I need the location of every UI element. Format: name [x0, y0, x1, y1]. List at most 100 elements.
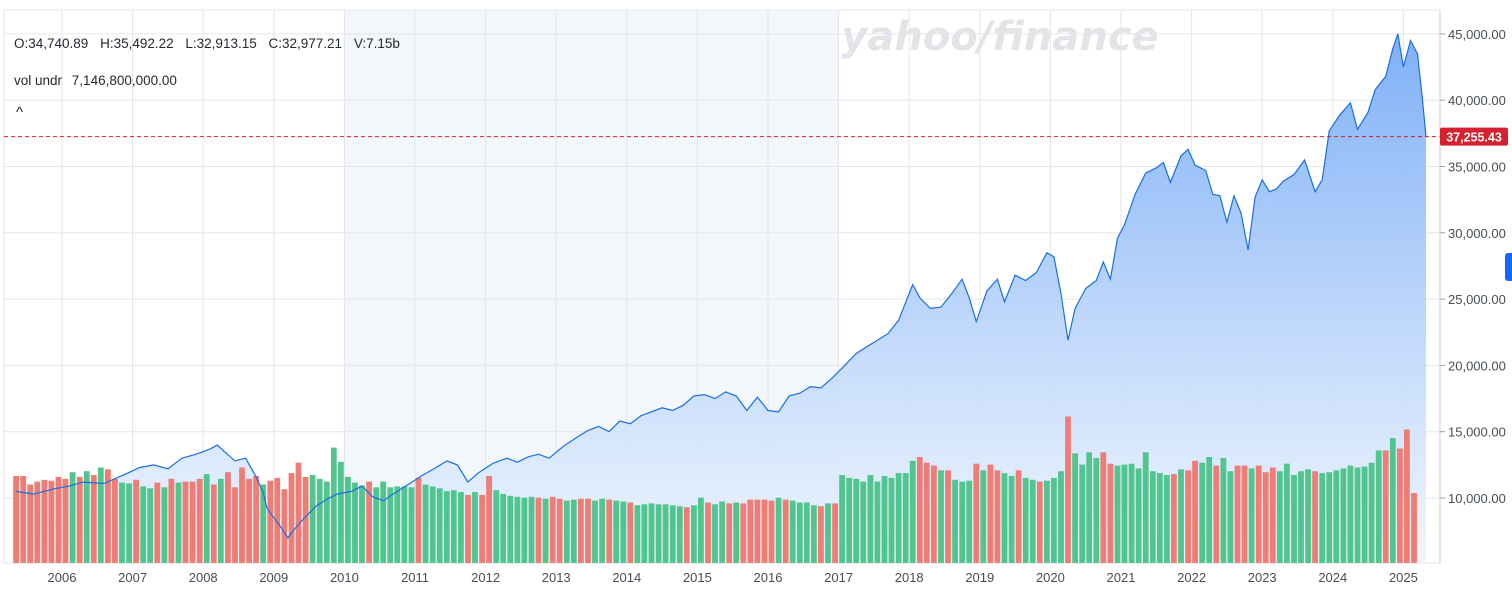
volume-bar — [210, 484, 217, 563]
volume-bar — [359, 485, 365, 563]
volume-bar — [493, 490, 500, 563]
volume-bar — [881, 476, 888, 563]
volume-bar — [1312, 471, 1318, 563]
x-tick-label: 2017 — [824, 570, 853, 585]
volume-bar — [62, 478, 69, 563]
x-tick-label: 2025 — [1389, 570, 1418, 585]
volume-bar — [119, 482, 125, 563]
volume-bar — [634, 505, 641, 563]
volume-bar — [253, 476, 259, 563]
volume-bar — [1044, 480, 1050, 563]
y-tick-label: 20,000.00 — [1448, 358, 1506, 373]
volume-bar — [1156, 473, 1163, 563]
volume-bar — [48, 480, 55, 563]
volume-bar — [740, 503, 747, 563]
volume-bar — [775, 497, 782, 563]
volume-bar — [295, 462, 302, 563]
volume-bar — [1319, 473, 1326, 563]
volume-bar — [1065, 416, 1071, 563]
volume-bar — [980, 470, 987, 563]
volume-bar — [500, 493, 507, 563]
volume-bar — [1029, 479, 1036, 563]
volume-bar — [408, 487, 415, 563]
volume-bar — [472, 492, 478, 563]
volume-bar — [620, 501, 627, 563]
volume-bar — [676, 506, 683, 563]
x-tick-label: 2018 — [895, 570, 924, 585]
volume-bar — [323, 481, 330, 563]
volume-bar — [415, 477, 422, 563]
volume-bar — [246, 478, 252, 563]
volume-bar — [570, 499, 577, 563]
volume-bar — [662, 504, 669, 563]
volume-bar — [641, 504, 648, 563]
volume-bar — [147, 488, 154, 563]
volume-bar — [669, 505, 676, 563]
volume-bar — [309, 475, 316, 563]
volume-bar — [41, 479, 48, 563]
volume-bar — [1382, 450, 1389, 563]
volume-bar — [69, 472, 76, 563]
volume-bar — [931, 465, 937, 563]
volume-bar — [352, 482, 358, 563]
volume-bar — [853, 478, 860, 563]
volume-bar — [627, 502, 634, 563]
volume-bar — [1227, 471, 1234, 563]
x-tick-label: 2008 — [189, 570, 218, 585]
expand-panel-tab[interactable] — [1505, 253, 1512, 281]
current-price-label: 37,255.43 — [1446, 131, 1502, 145]
volume-bar — [1185, 470, 1191, 563]
volume-bar — [479, 494, 485, 563]
volume-bar — [888, 477, 895, 563]
volume-bar — [874, 481, 881, 563]
y-tick-label: 30,000.00 — [1448, 226, 1506, 241]
volume-bar — [712, 504, 718, 563]
x-tick-label: 2016 — [754, 570, 783, 585]
collapse-indicators-button[interactable]: ^ — [16, 104, 24, 121]
volume-bar — [1008, 476, 1015, 563]
volume-value: V:7.15b — [353, 36, 400, 51]
volume-bar — [698, 497, 704, 563]
volume-bar — [916, 457, 923, 563]
volume-bar — [832, 503, 838, 563]
volume-bar — [542, 498, 549, 563]
x-tick-label: 2010 — [330, 570, 359, 585]
volume-bar — [1354, 467, 1361, 563]
volume-bar — [733, 502, 740, 563]
volume-bar — [401, 486, 408, 563]
open-value: O:34,740.89 — [14, 36, 89, 51]
volume-bar — [1058, 471, 1064, 563]
y-tick-label: 10,000.00 — [1448, 491, 1506, 506]
volume-bar — [486, 476, 492, 563]
volume-bar — [1072, 453, 1078, 563]
volume-bar — [225, 472, 231, 563]
volume-bar — [97, 467, 104, 563]
volume-bar — [1164, 475, 1170, 563]
volume-bar — [648, 503, 655, 563]
volume-bar — [803, 502, 810, 563]
volume-bar — [507, 495, 514, 563]
yahoo-finance-watermark: yahoo/finance — [841, 14, 1158, 60]
volume-bar — [1121, 464, 1128, 563]
volume-bar — [528, 496, 535, 563]
x-tick-label: 2011 — [401, 570, 429, 585]
volume-bar — [1326, 472, 1333, 563]
volume-bar — [966, 480, 973, 563]
volume-bar — [691, 505, 697, 563]
volume-indicator-value: 7,146,800,000.00 — [71, 73, 177, 88]
volume-bar — [761, 499, 768, 563]
ohlc-readout: O:34,740.89 H:35,492.22 L:32,913.15 C:32… — [14, 36, 408, 51]
current-price-tag — [1440, 127, 1508, 146]
volume-bar — [126, 483, 132, 563]
volume-bar — [768, 500, 775, 563]
x-tick-label: 2013 — [542, 570, 571, 585]
volume-bar — [373, 487, 380, 563]
volume-bar — [105, 469, 111, 563]
volume-bar — [1213, 465, 1220, 563]
volume-bar — [217, 478, 224, 563]
volume-bar — [345, 476, 351, 563]
volume-bar — [655, 504, 662, 563]
volume-bar — [1411, 493, 1417, 563]
